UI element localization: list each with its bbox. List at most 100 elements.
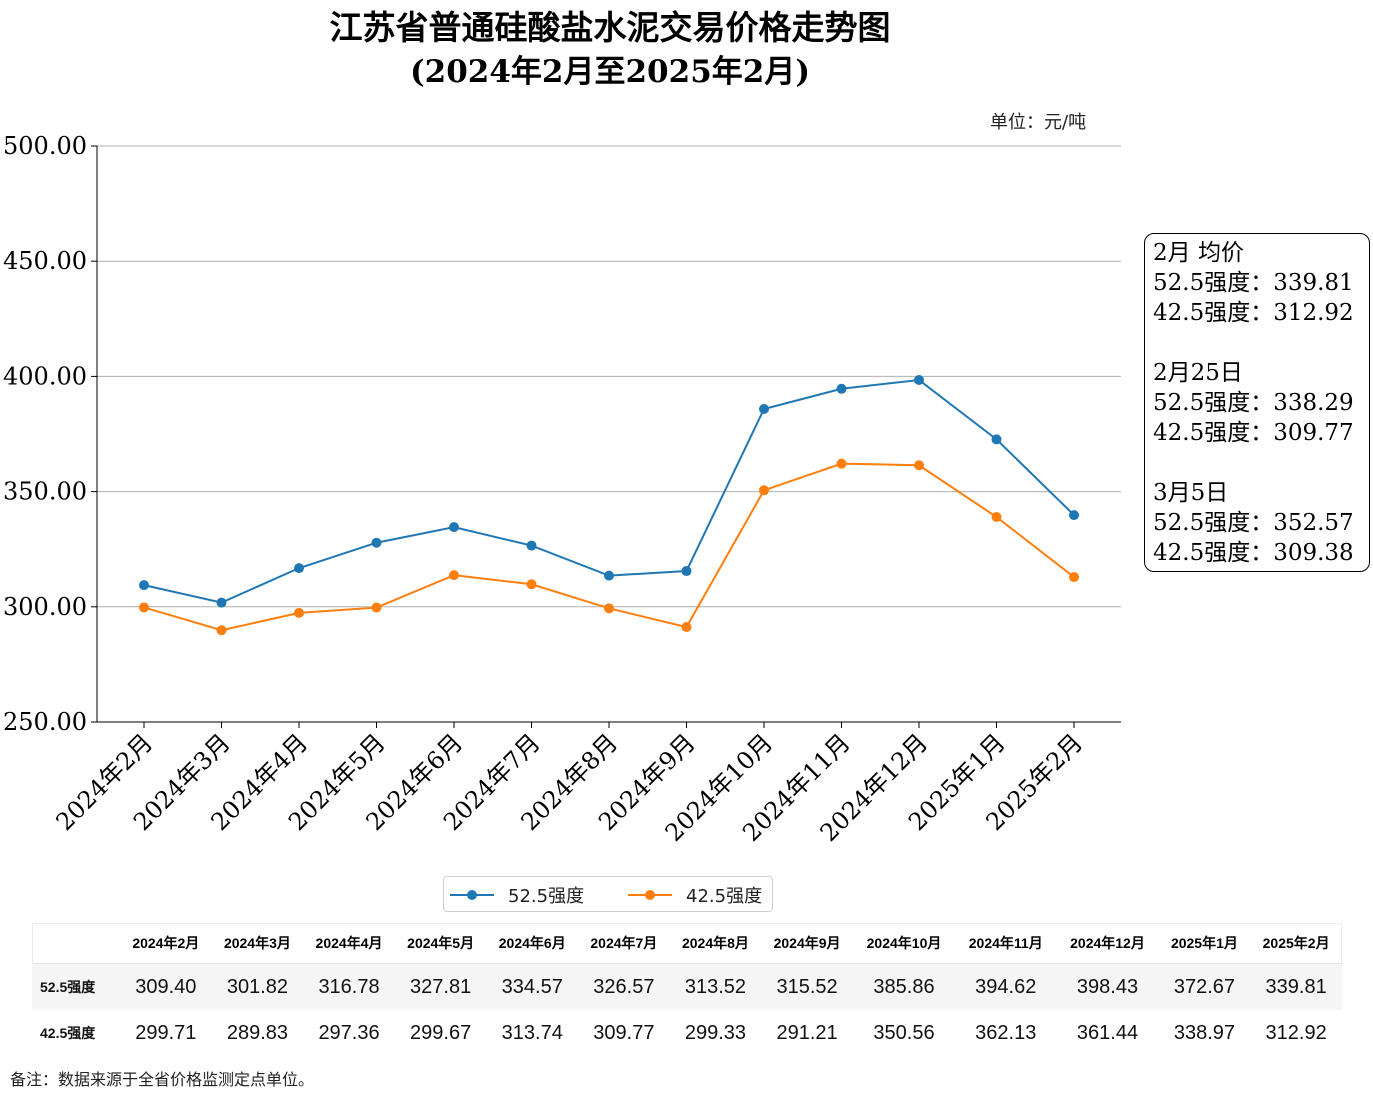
chart-title: 江苏省普通硅酸盐水泥交易价格走势图 (2024年2月至2025年2月) — [0, 6, 1220, 94]
x-tick-labels: 2024年2月2024年3月2024年4月2024年5月2024年6月2024年… — [51, 728, 1089, 847]
table-cell: 297.36 — [303, 1010, 395, 1056]
table-cell: 361.44 — [1056, 1010, 1159, 1056]
table-cell: 334.57 — [486, 963, 579, 1010]
data-point — [604, 603, 614, 614]
data-point — [449, 522, 459, 533]
info-line: 42.5强度：312.92 — [1153, 300, 1354, 326]
y-tick-label: 350.00 — [3, 478, 87, 506]
table-header-cell: 2024年6月 — [498, 935, 566, 951]
table-cell: 313.74 — [486, 1010, 579, 1056]
y-tick-label: 450.00 — [3, 247, 87, 275]
table-header-cell: 2025年2月 — [1262, 935, 1330, 951]
table-header-row: 2024年2月 2024年3月 2024年4月 2024年5月 2024年6月 … — [32, 923, 1342, 964]
table-cell: 301.82 — [211, 963, 304, 1010]
legend-item-52-5: 52.5强度 — [450, 883, 584, 907]
footnote: 备注：数据来源于全省价格监测定点单位。 — [10, 1070, 315, 1089]
unit-label: 单位：元/吨 — [990, 112, 1087, 133]
table-cell: 372.67 — [1158, 963, 1251, 1010]
table-corner-cell — [32, 923, 120, 964]
table-row: 42.5强度 299.71 289.83 297.36 299.67 313.7… — [32, 1010, 1342, 1056]
table-header-cell: 2024年3月 — [223, 935, 291, 951]
info-line: 52.5强度：338.29 — [1153, 390, 1354, 416]
table-cell: 339.81 — [1250, 963, 1342, 1010]
table-header-cell: 2024年4月 — [315, 935, 383, 951]
table-cell: 350.56 — [852, 1010, 956, 1056]
series-group — [139, 375, 1079, 636]
table-cell: 309.40 — [120, 963, 212, 1010]
data-point — [759, 403, 769, 414]
table-header-cell: 2024年2月 — [132, 935, 200, 951]
info-heading: 3月5日 — [1153, 480, 1229, 506]
table-header-cell: 2024年5月 — [407, 935, 475, 951]
y-tick-label: 300.00 — [3, 593, 87, 621]
table-row-label: 52.5强度 — [32, 963, 120, 1010]
table-header-cell: 2025年1月 — [1170, 935, 1238, 951]
table-cell: 309.77 — [578, 1010, 670, 1056]
data-point — [914, 375, 924, 386]
data-point — [139, 602, 149, 613]
data-point — [526, 540, 537, 551]
y-tick-label: 500.00 — [3, 132, 87, 160]
data-table: 2024年2月 2024年3月 2024年4月 2024年5月 2024年6月 … — [32, 923, 1342, 1056]
grid-lines — [97, 145, 1121, 608]
legend-swatch-42-5 — [628, 888, 672, 902]
legend-label-42-5: 42.5强度 — [686, 886, 763, 907]
axes — [91, 145, 1121, 728]
data-point — [139, 580, 149, 591]
data-point — [991, 512, 1002, 523]
table-cell: 398.43 — [1056, 963, 1159, 1010]
table-cell: 312.92 — [1250, 1010, 1342, 1056]
table-cell: 327.81 — [394, 963, 487, 1010]
data-point — [991, 434, 1002, 445]
info-heading: 2月 均价 — [1153, 240, 1244, 266]
data-point — [914, 460, 924, 471]
table-cell: 326.57 — [578, 963, 670, 1010]
legend-swatch-52-5 — [450, 888, 494, 902]
table-row: 52.5强度 309.40 301.82 316.78 327.81 334.5… — [32, 963, 1342, 1010]
table-cell: 315.52 — [761, 963, 853, 1010]
data-point — [604, 570, 614, 581]
y-tick-label: 400.00 — [3, 362, 87, 390]
table-cell: 316.78 — [303, 963, 395, 1010]
table-cell: 289.83 — [211, 1010, 304, 1056]
data-point — [836, 458, 847, 469]
data-point — [216, 597, 227, 608]
table-header-cell: 2024年7月 — [590, 935, 658, 951]
price-info-box: 2月 均价 52.5强度：339.81 42.5强度：312.92 2月25日 … — [1144, 233, 1370, 572]
table-cell: 362.13 — [955, 1010, 1057, 1056]
legend-label-52-5: 52.5强度 — [508, 886, 585, 907]
legend-item-42-5: 42.5强度 — [628, 883, 762, 907]
data-point — [1069, 510, 1079, 521]
info-line: 42.5强度：309.38 — [1153, 540, 1354, 566]
info-group-mar5: 3月5日 52.5强度：352.57 42.5强度：309.38 — [1153, 478, 1369, 568]
info-group-feb25: 2月25日 52.5强度：338.29 42.5强度：309.77 — [1153, 358, 1369, 448]
table-cell: 299.71 — [120, 1010, 212, 1056]
info-line: 52.5强度：352.57 — [1153, 510, 1354, 536]
info-line: 42.5强度：309.77 — [1153, 420, 1354, 446]
chart-subtitle: (2024年2月至2025年2月) — [409, 54, 811, 90]
data-point — [681, 566, 692, 577]
table-cell: 291.21 — [761, 1010, 853, 1056]
info-line: 52.5强度：339.81 — [1153, 270, 1354, 296]
table-header-cell: 2024年10月 — [866, 935, 942, 951]
table-cell: 313.52 — [669, 963, 762, 1010]
data-point — [1069, 572, 1079, 583]
data-point — [294, 607, 304, 618]
table-cell: 385.86 — [852, 963, 956, 1010]
data-point — [216, 625, 227, 636]
data-point — [371, 602, 382, 613]
table-cell: 338.97 — [1158, 1010, 1251, 1056]
data-point — [681, 622, 692, 633]
info-group-monthly-avg: 2月 均价 52.5强度：339.81 42.5强度：312.92 — [1153, 238, 1369, 328]
table-row-label: 42.5强度 — [32, 1010, 120, 1056]
table-header-cell: 2024年12月 — [1070, 935, 1145, 951]
table-cell: 394.62 — [955, 963, 1057, 1010]
table-header-cell: 2024年11月 — [968, 935, 1043, 951]
chart-title-line1: 江苏省普通硅酸盐水泥交易价格走势图 — [329, 8, 891, 47]
table-cell: 299.67 — [394, 1010, 487, 1056]
info-heading: 2月25日 — [1153, 360, 1243, 386]
table-header-cell: 2024年8月 — [681, 935, 749, 951]
data-point — [371, 537, 382, 548]
table-cell: 299.33 — [669, 1010, 762, 1056]
data-point — [526, 579, 537, 590]
